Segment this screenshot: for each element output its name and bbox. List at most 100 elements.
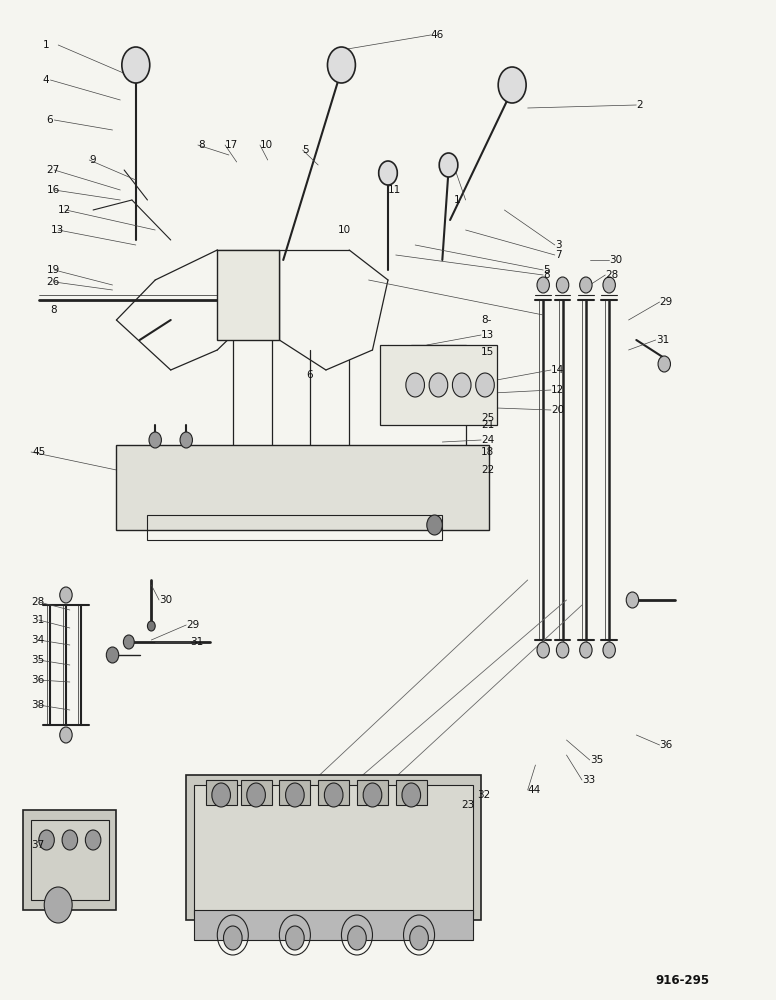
Text: 17: 17 bbox=[225, 140, 238, 150]
Circle shape bbox=[556, 642, 569, 658]
Text: 4: 4 bbox=[43, 75, 50, 85]
Text: 6: 6 bbox=[47, 115, 54, 125]
Circle shape bbox=[123, 635, 134, 649]
Text: 26: 26 bbox=[47, 277, 60, 287]
Circle shape bbox=[580, 642, 592, 658]
Circle shape bbox=[324, 783, 343, 807]
Circle shape bbox=[537, 277, 549, 293]
Text: 8: 8 bbox=[543, 270, 550, 280]
Circle shape bbox=[658, 356, 670, 372]
Text: 38: 38 bbox=[31, 700, 44, 710]
Circle shape bbox=[85, 830, 101, 850]
Text: 16: 16 bbox=[47, 185, 60, 195]
Text: 916-295: 916-295 bbox=[656, 974, 710, 986]
Text: 10: 10 bbox=[260, 140, 273, 150]
Text: 36: 36 bbox=[660, 740, 673, 750]
Circle shape bbox=[180, 432, 192, 448]
Circle shape bbox=[122, 47, 150, 83]
Text: 5: 5 bbox=[543, 265, 550, 275]
Text: 8: 8 bbox=[198, 140, 205, 150]
Text: 33: 33 bbox=[582, 775, 595, 785]
Text: 19: 19 bbox=[47, 265, 60, 275]
Circle shape bbox=[247, 783, 265, 807]
Circle shape bbox=[580, 277, 592, 293]
Circle shape bbox=[223, 926, 242, 950]
Circle shape bbox=[439, 153, 458, 177]
Text: 32: 32 bbox=[477, 790, 490, 800]
Bar bbox=[380, 345, 497, 425]
Text: 44: 44 bbox=[528, 785, 541, 795]
Circle shape bbox=[537, 642, 549, 658]
Circle shape bbox=[212, 783, 230, 807]
Bar bbox=[241, 780, 272, 805]
Text: 1: 1 bbox=[43, 40, 50, 50]
Circle shape bbox=[62, 830, 78, 850]
Text: 31: 31 bbox=[31, 615, 44, 625]
Circle shape bbox=[39, 830, 54, 850]
Text: 35: 35 bbox=[590, 755, 603, 765]
Bar bbox=[318, 780, 349, 805]
Text: 21: 21 bbox=[481, 420, 494, 430]
Bar bbox=[396, 780, 427, 805]
Circle shape bbox=[452, 373, 471, 397]
Text: 29: 29 bbox=[186, 620, 199, 630]
Circle shape bbox=[498, 67, 526, 103]
Circle shape bbox=[327, 47, 355, 83]
Circle shape bbox=[603, 642, 615, 658]
Circle shape bbox=[348, 926, 366, 950]
Bar bbox=[186, 775, 481, 920]
Text: 20: 20 bbox=[551, 405, 564, 415]
Text: 36: 36 bbox=[31, 675, 44, 685]
Text: 30: 30 bbox=[609, 255, 622, 265]
Circle shape bbox=[427, 515, 442, 535]
Text: 35: 35 bbox=[31, 655, 44, 665]
Circle shape bbox=[286, 783, 304, 807]
Circle shape bbox=[402, 783, 421, 807]
Circle shape bbox=[603, 277, 615, 293]
Text: 31: 31 bbox=[190, 637, 203, 647]
Bar bbox=[217, 250, 279, 340]
Circle shape bbox=[410, 926, 428, 950]
Text: 37: 37 bbox=[31, 840, 44, 850]
Text: 28: 28 bbox=[31, 597, 44, 607]
Text: 11: 11 bbox=[388, 185, 401, 195]
Bar bbox=[357, 780, 388, 805]
Circle shape bbox=[147, 621, 155, 631]
Circle shape bbox=[406, 373, 424, 397]
Text: 13: 13 bbox=[50, 225, 64, 235]
Text: 15: 15 bbox=[481, 347, 494, 357]
Bar bbox=[194, 785, 473, 915]
Bar bbox=[279, 780, 310, 805]
Bar bbox=[206, 780, 237, 805]
Text: 45: 45 bbox=[33, 447, 46, 457]
Circle shape bbox=[476, 373, 494, 397]
Bar bbox=[194, 910, 473, 940]
Text: 5: 5 bbox=[303, 145, 310, 155]
Text: 9: 9 bbox=[89, 155, 96, 165]
Text: 23: 23 bbox=[462, 800, 475, 810]
Text: 29: 29 bbox=[660, 297, 673, 307]
Text: 8: 8 bbox=[50, 305, 57, 315]
Text: 2: 2 bbox=[636, 100, 643, 110]
Text: 31: 31 bbox=[656, 335, 669, 345]
Circle shape bbox=[106, 647, 119, 663]
Circle shape bbox=[60, 587, 72, 603]
Circle shape bbox=[286, 926, 304, 950]
Circle shape bbox=[363, 783, 382, 807]
Text: 8-: 8- bbox=[481, 315, 491, 325]
Text: 28: 28 bbox=[605, 270, 618, 280]
Text: 18: 18 bbox=[481, 447, 494, 457]
Bar bbox=[23, 810, 116, 910]
Circle shape bbox=[429, 373, 448, 397]
Bar bbox=[116, 445, 489, 530]
Circle shape bbox=[44, 887, 72, 923]
Text: 30: 30 bbox=[159, 595, 172, 605]
Circle shape bbox=[626, 592, 639, 608]
Text: 7: 7 bbox=[555, 250, 562, 260]
Text: 12: 12 bbox=[551, 385, 564, 395]
Text: 6: 6 bbox=[307, 370, 314, 380]
Text: 14: 14 bbox=[551, 365, 564, 375]
Text: 25: 25 bbox=[481, 413, 494, 423]
Text: 27: 27 bbox=[47, 165, 60, 175]
Text: 3: 3 bbox=[555, 240, 562, 250]
